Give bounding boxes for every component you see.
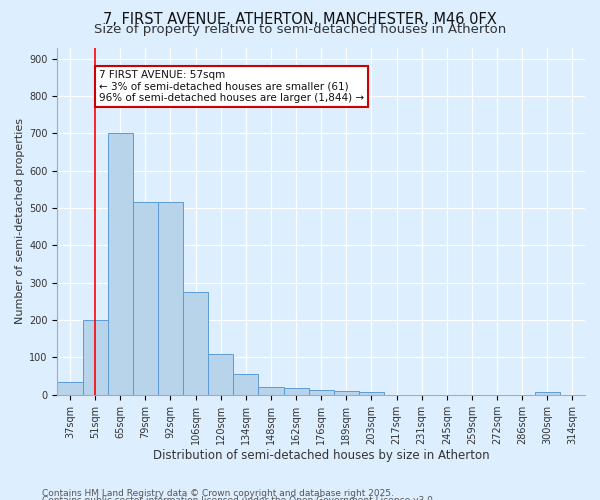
- Bar: [535, 392, 560, 394]
- Bar: [83, 320, 107, 394]
- Bar: [359, 392, 384, 394]
- Text: 7 FIRST AVENUE: 57sqm
← 3% of semi-detached houses are smaller (61)
96% of semi-: 7 FIRST AVENUE: 57sqm ← 3% of semi-detac…: [99, 70, 364, 103]
- Bar: [284, 388, 308, 394]
- Text: Contains HM Land Registry data © Crown copyright and database right 2025.: Contains HM Land Registry data © Crown c…: [42, 488, 394, 498]
- Bar: [58, 382, 83, 394]
- Text: 7, FIRST AVENUE, ATHERTON, MANCHESTER, M46 0FX: 7, FIRST AVENUE, ATHERTON, MANCHESTER, M…: [103, 12, 497, 28]
- Y-axis label: Number of semi-detached properties: Number of semi-detached properties: [15, 118, 25, 324]
- X-axis label: Distribution of semi-detached houses by size in Atherton: Distribution of semi-detached houses by …: [153, 450, 490, 462]
- Bar: [133, 202, 158, 394]
- Text: Contains public sector information licensed under the Open Government Licence v3: Contains public sector information licen…: [42, 496, 436, 500]
- Bar: [334, 391, 359, 394]
- Bar: [259, 388, 284, 394]
- Bar: [308, 390, 334, 394]
- Bar: [158, 202, 183, 394]
- Bar: [107, 134, 133, 394]
- Bar: [208, 354, 233, 395]
- Bar: [233, 374, 259, 394]
- Text: Size of property relative to semi-detached houses in Atherton: Size of property relative to semi-detach…: [94, 22, 506, 36]
- Bar: [183, 292, 208, 394]
